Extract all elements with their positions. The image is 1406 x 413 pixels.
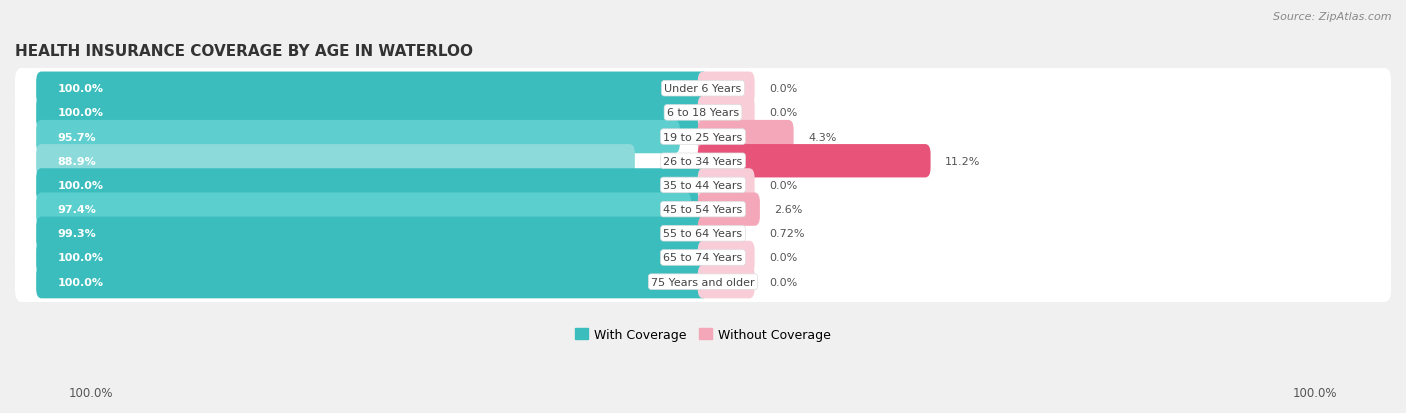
Text: 97.4%: 97.4% <box>58 204 96 215</box>
FancyBboxPatch shape <box>697 193 759 226</box>
Text: 19 to 25 Years: 19 to 25 Years <box>664 132 742 142</box>
FancyBboxPatch shape <box>697 241 755 275</box>
Text: 0.0%: 0.0% <box>769 253 797 263</box>
FancyBboxPatch shape <box>15 237 1391 278</box>
Text: 100.0%: 100.0% <box>58 180 103 190</box>
Legend: With Coverage, Without Coverage: With Coverage, Without Coverage <box>571 323 835 346</box>
Text: 0.72%: 0.72% <box>769 229 804 239</box>
FancyBboxPatch shape <box>37 217 703 250</box>
Text: 45 to 54 Years: 45 to 54 Years <box>664 204 742 215</box>
Text: 4.3%: 4.3% <box>808 132 837 142</box>
FancyBboxPatch shape <box>697 72 755 106</box>
FancyBboxPatch shape <box>697 169 755 202</box>
Text: 100.0%: 100.0% <box>58 253 103 263</box>
FancyBboxPatch shape <box>37 241 709 275</box>
FancyBboxPatch shape <box>37 169 709 202</box>
FancyBboxPatch shape <box>15 117 1391 157</box>
FancyBboxPatch shape <box>15 214 1391 254</box>
Text: 11.2%: 11.2% <box>945 157 980 166</box>
FancyBboxPatch shape <box>37 72 709 106</box>
FancyBboxPatch shape <box>697 121 793 154</box>
FancyBboxPatch shape <box>697 217 723 250</box>
Text: 100.0%: 100.0% <box>69 386 114 399</box>
Text: HEALTH INSURANCE COVERAGE BY AGE IN WATERLOO: HEALTH INSURANCE COVERAGE BY AGE IN WATE… <box>15 44 472 59</box>
FancyBboxPatch shape <box>37 193 692 226</box>
Text: 35 to 44 Years: 35 to 44 Years <box>664 180 742 190</box>
FancyBboxPatch shape <box>697 97 755 130</box>
Text: 99.3%: 99.3% <box>58 229 96 239</box>
FancyBboxPatch shape <box>15 165 1391 206</box>
Text: 88.9%: 88.9% <box>58 157 96 166</box>
Text: 6 to 18 Years: 6 to 18 Years <box>666 108 740 118</box>
FancyBboxPatch shape <box>37 97 709 130</box>
FancyBboxPatch shape <box>15 262 1391 302</box>
FancyBboxPatch shape <box>697 265 755 299</box>
Text: 95.7%: 95.7% <box>58 132 96 142</box>
Text: 0.0%: 0.0% <box>769 180 797 190</box>
Text: Source: ZipAtlas.com: Source: ZipAtlas.com <box>1274 12 1392 22</box>
FancyBboxPatch shape <box>37 121 681 154</box>
Text: 100.0%: 100.0% <box>1292 386 1337 399</box>
FancyBboxPatch shape <box>15 141 1391 182</box>
FancyBboxPatch shape <box>15 69 1391 109</box>
Text: 100.0%: 100.0% <box>58 84 103 94</box>
FancyBboxPatch shape <box>15 189 1391 230</box>
FancyBboxPatch shape <box>37 145 636 178</box>
FancyBboxPatch shape <box>37 265 709 299</box>
Text: 26 to 34 Years: 26 to 34 Years <box>664 157 742 166</box>
FancyBboxPatch shape <box>697 145 931 178</box>
Text: 55 to 64 Years: 55 to 64 Years <box>664 229 742 239</box>
Text: 75 Years and older: 75 Years and older <box>651 277 755 287</box>
Text: 65 to 74 Years: 65 to 74 Years <box>664 253 742 263</box>
FancyBboxPatch shape <box>15 93 1391 133</box>
Text: 2.6%: 2.6% <box>775 204 803 215</box>
Text: Under 6 Years: Under 6 Years <box>665 84 741 94</box>
Text: 0.0%: 0.0% <box>769 277 797 287</box>
Text: 100.0%: 100.0% <box>58 108 103 118</box>
Text: 0.0%: 0.0% <box>769 108 797 118</box>
Text: 0.0%: 0.0% <box>769 84 797 94</box>
Text: 100.0%: 100.0% <box>58 277 103 287</box>
